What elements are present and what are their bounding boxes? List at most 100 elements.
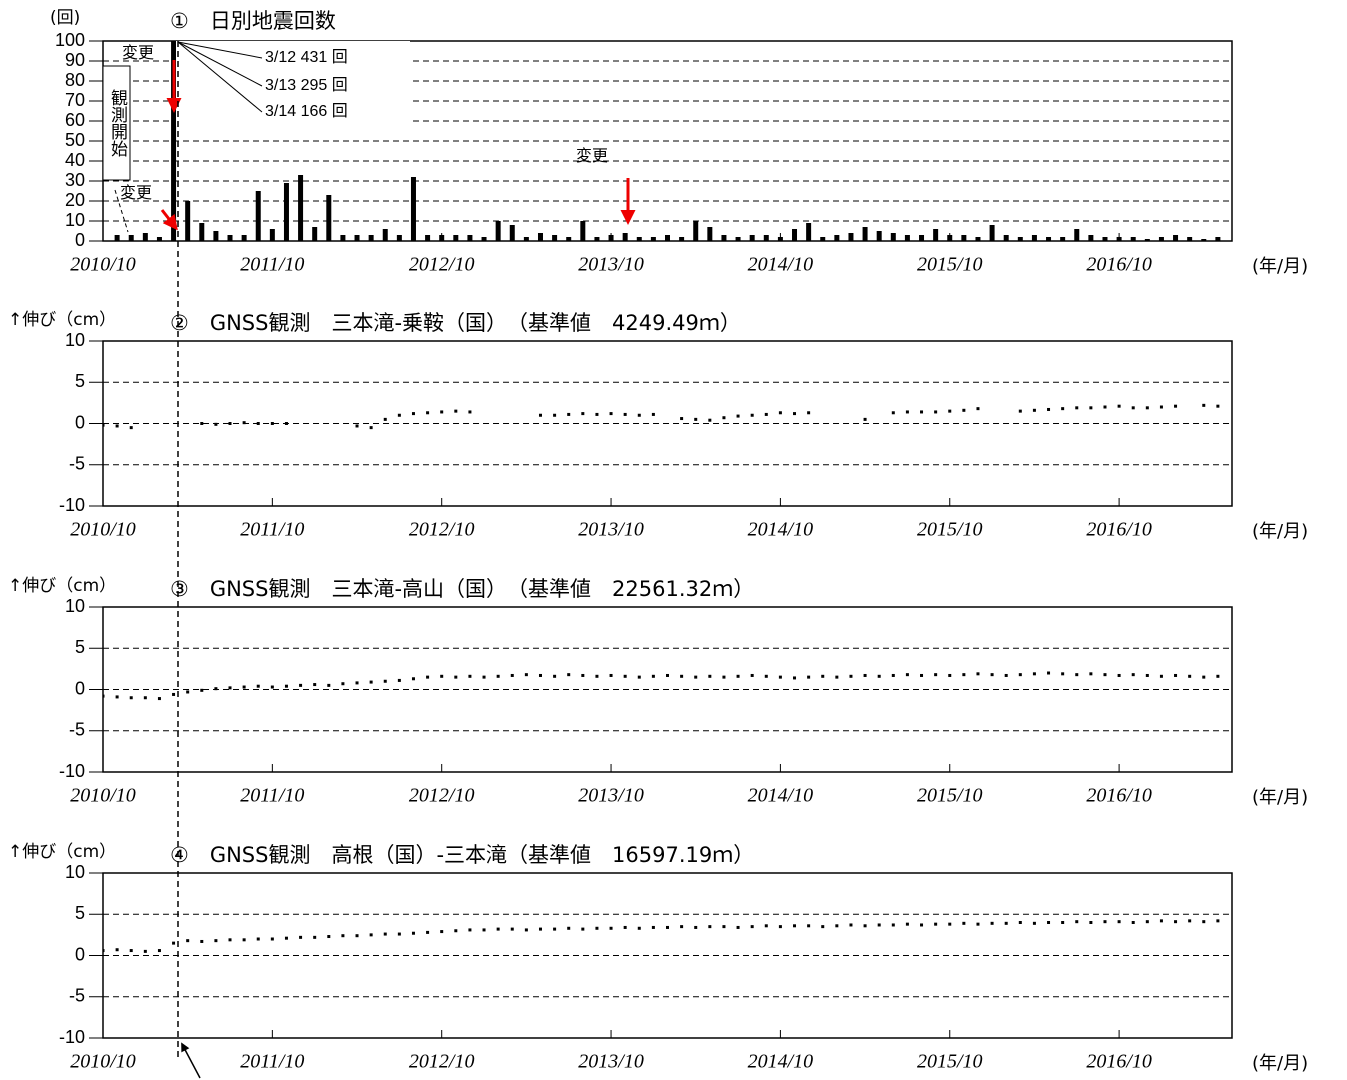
annotation: 変更 [576, 147, 608, 165]
point [482, 675, 486, 679]
x-tick-label: 2010/10 [70, 1051, 136, 1073]
point [327, 935, 331, 939]
point [1061, 407, 1065, 411]
bar [933, 229, 939, 241]
point [807, 675, 811, 679]
point [1004, 921, 1008, 925]
point [1174, 920, 1178, 924]
point [1075, 673, 1079, 677]
point [538, 413, 542, 417]
point [962, 673, 966, 677]
plot-frame [102, 340, 1233, 507]
point [129, 949, 133, 953]
x-axis-unit: (年/月) [1252, 521, 1308, 542]
point [1159, 405, 1163, 409]
x-tick-label: 2016/10 [1086, 785, 1152, 807]
bar [975, 237, 981, 241]
point [242, 421, 246, 425]
point [115, 695, 119, 699]
point [468, 410, 472, 414]
point [355, 934, 359, 938]
point [1131, 406, 1135, 410]
bar [580, 221, 586, 241]
x-tick-label: 2010/10 [70, 519, 136, 541]
bar [128, 235, 134, 241]
point [200, 688, 204, 692]
bar [171, 41, 177, 241]
x-tick-label: 2010/10 [70, 254, 136, 276]
point [694, 417, 698, 421]
chart-title: ② GNSS観測 三本滝-乗鞍（国） （基準値 4249.49ｍ） [170, 311, 741, 335]
point [1117, 673, 1121, 677]
point [637, 413, 641, 417]
point [341, 682, 345, 686]
bar [777, 237, 783, 241]
point [468, 674, 472, 678]
point [651, 674, 655, 678]
bar [1130, 237, 1136, 241]
point [397, 932, 401, 936]
point [905, 673, 909, 677]
y-tick-label: 50 [65, 130, 85, 150]
bar [919, 235, 925, 241]
x-tick-label: 2014/10 [748, 1051, 814, 1073]
point [411, 931, 415, 935]
x-tick-label: 2014/10 [748, 254, 814, 276]
point [214, 939, 218, 943]
point [313, 935, 317, 939]
point [567, 926, 571, 930]
point [651, 925, 655, 929]
point [807, 411, 811, 415]
bar [820, 237, 826, 241]
y-axis-label: ↑伸び（cm） [8, 576, 116, 596]
point [934, 410, 938, 414]
point [172, 941, 176, 945]
bar [241, 235, 247, 241]
point [567, 412, 571, 416]
point [440, 674, 444, 678]
point [821, 925, 825, 929]
point [905, 922, 909, 926]
bar [283, 183, 289, 241]
bar [114, 235, 120, 241]
point [411, 412, 415, 416]
bar [425, 235, 431, 241]
x-tick-label: 2012/10 [409, 1051, 475, 1073]
marks [114, 41, 1221, 241]
x-tick-label: 2016/10 [1086, 519, 1152, 541]
point [1131, 921, 1135, 924]
bar [255, 191, 261, 241]
bar [947, 235, 953, 241]
point [200, 422, 204, 425]
bar [622, 233, 628, 241]
bar [142, 233, 148, 241]
bar [693, 221, 699, 241]
bar [1102, 237, 1108, 241]
point [1047, 671, 1051, 675]
point [214, 422, 218, 426]
plot-frame [102, 872, 1233, 1039]
bar [523, 237, 529, 241]
point [637, 675, 641, 679]
point [1103, 673, 1107, 677]
annotation: 3/14 166 回 [265, 103, 348, 120]
point [1032, 408, 1036, 412]
bar [1088, 235, 1094, 241]
point [990, 921, 994, 925]
point [722, 416, 726, 420]
point [1174, 404, 1178, 408]
point [708, 418, 712, 422]
point [581, 927, 585, 931]
point [764, 924, 768, 928]
y-tick-label: 20 [65, 190, 85, 210]
x-tick-label: 2012/10 [409, 785, 475, 807]
point [299, 683, 303, 687]
bar [1173, 235, 1179, 241]
point [553, 927, 557, 931]
point [722, 675, 726, 679]
point [623, 925, 627, 929]
bar [890, 233, 896, 241]
point [369, 680, 373, 684]
bar [326, 195, 332, 241]
marks [103, 919, 1220, 953]
